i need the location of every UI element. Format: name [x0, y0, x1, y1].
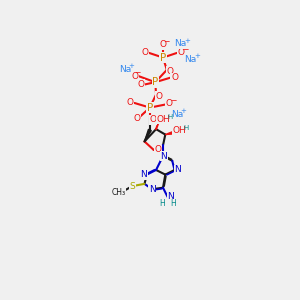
Text: OH: OH [172, 126, 186, 135]
Text: N: N [167, 192, 174, 201]
Text: O: O [149, 116, 157, 124]
Text: H: H [184, 125, 189, 131]
Text: +: + [184, 38, 190, 44]
Text: O: O [155, 146, 162, 154]
Text: O: O [131, 71, 138, 80]
Text: −: − [163, 37, 169, 46]
Text: O: O [126, 98, 134, 107]
Text: +: + [194, 53, 200, 59]
Text: CH₃: CH₃ [111, 188, 125, 197]
Text: O: O [160, 40, 167, 49]
Text: P: P [152, 77, 158, 87]
Text: O: O [177, 48, 184, 57]
Text: +: + [180, 109, 186, 115]
Text: N: N [160, 152, 167, 160]
Text: O: O [133, 114, 140, 123]
Text: Na: Na [184, 55, 197, 64]
Text: H: H [170, 199, 176, 208]
Text: Na: Na [119, 64, 131, 74]
Text: O: O [137, 80, 144, 89]
Text: OH: OH [156, 115, 170, 124]
Text: −: − [171, 96, 177, 105]
Text: Na: Na [171, 110, 183, 119]
Text: O: O [166, 99, 173, 108]
Text: P: P [160, 52, 166, 63]
Polygon shape [145, 129, 151, 142]
Text: O: O [167, 67, 173, 76]
Text: N: N [174, 166, 181, 175]
Text: H: H [167, 114, 172, 120]
Text: −: − [134, 68, 141, 77]
Text: N: N [149, 185, 156, 194]
Text: N: N [140, 170, 147, 179]
Text: P: P [147, 103, 153, 112]
Text: H: H [159, 199, 165, 208]
Text: S: S [129, 182, 135, 191]
Text: O: O [142, 48, 149, 57]
Text: +: + [128, 63, 134, 69]
Text: −: − [182, 45, 188, 54]
Text: O: O [171, 73, 178, 82]
Text: Na: Na [175, 39, 187, 48]
Text: O: O [156, 92, 163, 100]
Polygon shape [165, 131, 176, 135]
